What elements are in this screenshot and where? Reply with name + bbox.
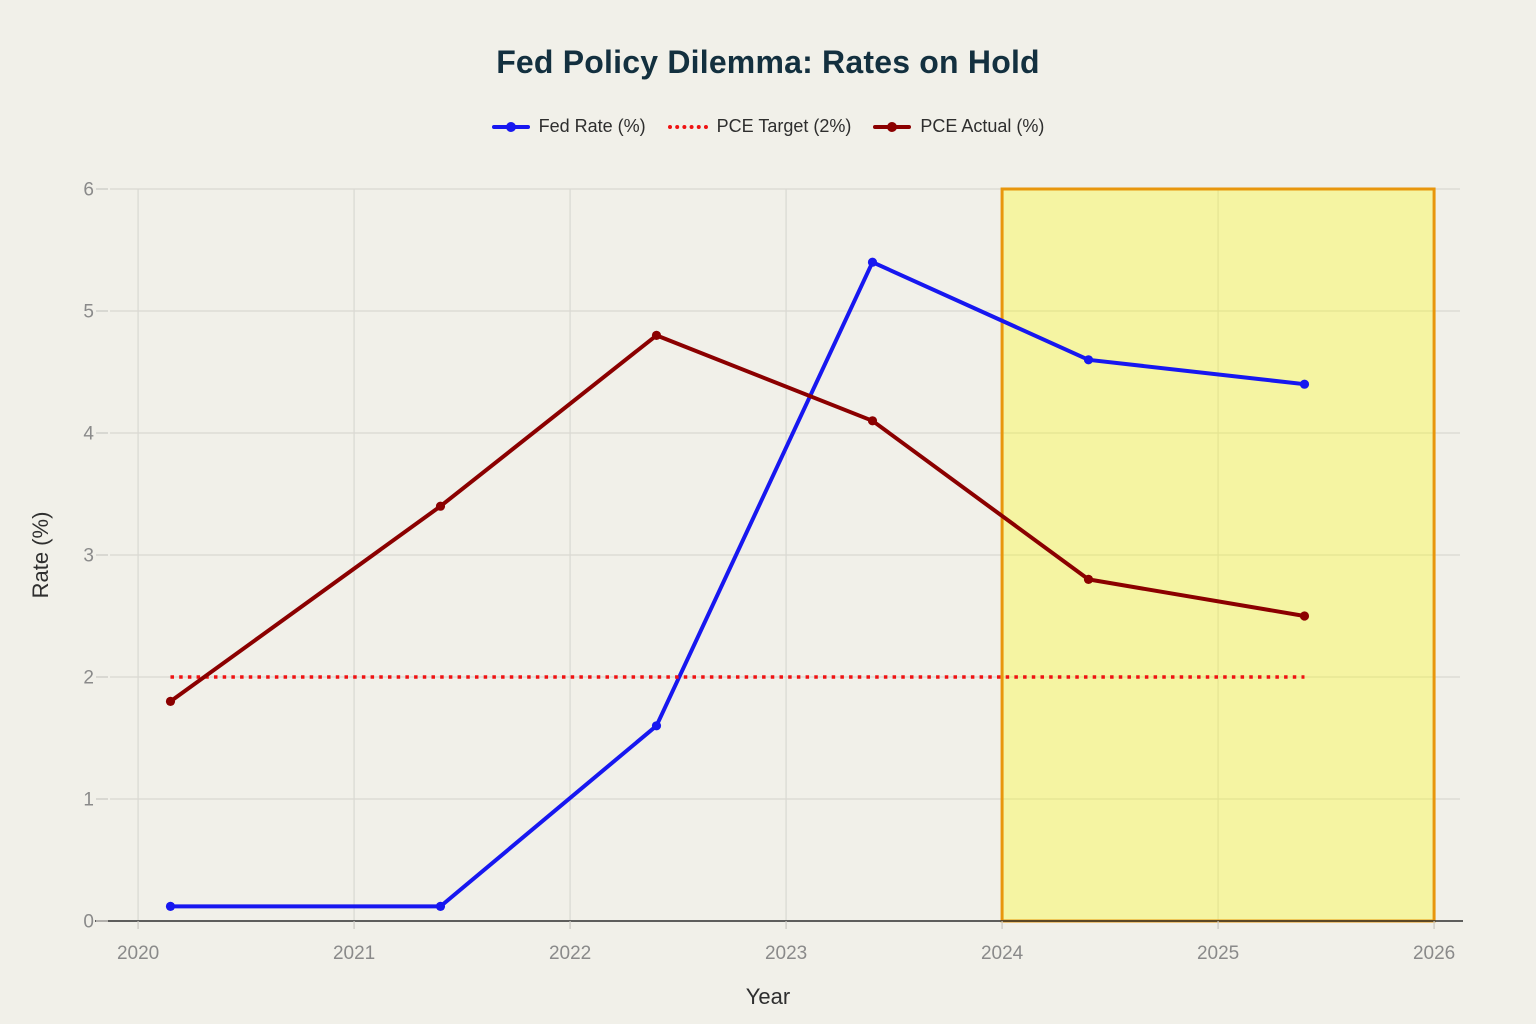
- data-point-marker: [1083, 355, 1094, 365]
- y-axis-title: Rate (%): [28, 511, 53, 599]
- x-tick-label: 2022: [549, 943, 591, 964]
- y-tick-label: 1: [83, 790, 94, 811]
- legend-marker-dot: [887, 121, 898, 132]
- legend-label: PCE Actual (%): [920, 116, 1045, 136]
- data-point-marker: [867, 416, 878, 426]
- data-point-marker: [435, 501, 446, 511]
- chart-title: Fed Policy Dilemma: Rates on Hold: [496, 44, 1040, 80]
- data-point-marker: [1083, 574, 1094, 585]
- legend-label: Fed Rate (%): [538, 116, 646, 136]
- series-pce-actual: [165, 330, 1310, 707]
- x-tick-label: 2025: [1197, 943, 1239, 964]
- series-fed-rate: [165, 257, 1310, 911]
- y-axis: 0 1 2 3 4 5 6: [83, 180, 108, 933]
- series-line: [168, 333, 1307, 704]
- data-point-marker: [435, 901, 446, 911]
- legend-label: PCE Target (2%): [716, 116, 852, 136]
- x-tick-label: 2021: [333, 943, 375, 964]
- highlight-region-rates-on-hold: [1000, 187, 1436, 923]
- y-tick-label: 2: [83, 668, 94, 689]
- data-point-marker: [651, 330, 662, 340]
- data-point-marker: [165, 696, 176, 707]
- data-point-marker: [165, 901, 176, 911]
- legend-swatch-pce-actual: [873, 121, 912, 132]
- x-tick-label: 2020: [117, 943, 159, 964]
- legend-item-pce-target[interactable]: PCE Target (2%): [667, 116, 852, 137]
- x-axis: 2020 2021 2022 2023 2024 2025 2026: [95, 920, 1463, 964]
- y-tick-label: 4: [83, 424, 94, 445]
- data-point-marker: [1299, 611, 1310, 621]
- x-tick-label: 2023: [765, 943, 807, 964]
- series-line: [168, 260, 1307, 909]
- legend-swatch-fed-rate: [491, 121, 530, 132]
- x-axis-title: Year: [745, 984, 791, 1009]
- y-tick-label: 0: [83, 912, 94, 933]
- data-point-marker: [867, 257, 878, 267]
- y-tick-label: 3: [83, 546, 94, 567]
- legend-item-pce-actual[interactable]: PCE Actual (%): [873, 116, 1044, 137]
- x-tick-label: 2026: [1413, 943, 1455, 964]
- data-point-marker: [651, 721, 662, 731]
- data-point-marker: [1299, 379, 1310, 389]
- legend-item-fed-rate[interactable]: Fed Rate (%): [491, 116, 646, 137]
- y-tick-label: 6: [83, 180, 94, 201]
- y-tick-label: 5: [83, 302, 94, 323]
- legend: Fed Rate (%) PCE Target (2%) PCE Actual (%…: [0, 116, 1536, 137]
- legend-marker-dot: [505, 121, 516, 132]
- x-tick-label: 2024: [981, 943, 1024, 964]
- legend-swatch-pce-target: [667, 124, 708, 129]
